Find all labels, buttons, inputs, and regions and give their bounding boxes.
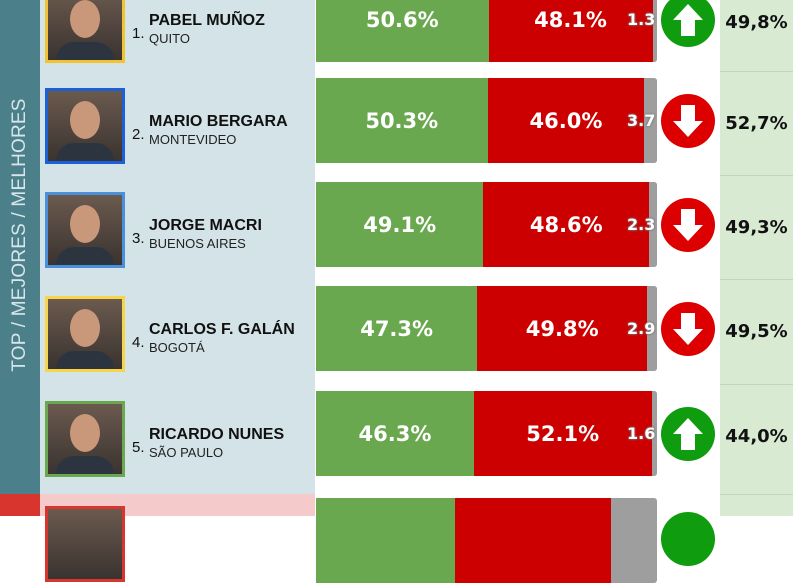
sidebar-strip: TOP / MEJORES / MELHORES	[0, 0, 40, 494]
approve-segment	[316, 498, 455, 583]
divider	[720, 71, 793, 72]
divider	[720, 384, 793, 385]
approval-bar	[316, 498, 657, 583]
arrow-down-icon	[661, 94, 715, 148]
divider	[720, 279, 793, 280]
arrow-down-icon	[661, 302, 715, 356]
city: SÃO PAULO	[149, 445, 224, 460]
city: QUITO	[149, 31, 190, 46]
disapprove-segment: 48.6%	[483, 182, 650, 267]
photo	[45, 192, 125, 268]
mayor-name: PABEL MUÑOZ	[149, 12, 265, 29]
previous-value: 52,7%	[725, 113, 788, 134]
approve-value: 46.3%	[358, 421, 432, 446]
divider	[720, 494, 793, 495]
mayor-name: RICARDO NUNES	[149, 426, 285, 443]
sidebar-strip-bottom	[0, 494, 40, 516]
disapprove-segment: 46.0%	[487, 78, 645, 163]
disapprove-segment: 48.1%	[488, 0, 653, 62]
approve-segment: 50.3%	[316, 78, 488, 163]
undecided-value: 1.6	[627, 424, 656, 443]
undecided-segment	[649, 182, 657, 267]
arrow-down-icon	[661, 198, 715, 252]
sidebar-label: TOP / MEJORES / MELHORES	[9, 98, 30, 372]
arrow-up-icon	[661, 0, 715, 47]
disapprove-segment	[455, 498, 611, 583]
approve-segment: 50.6%	[316, 0, 489, 62]
rank: 1.	[132, 25, 145, 42]
previous-value: 44,0%	[725, 426, 788, 447]
arrow-up-icon	[661, 407, 715, 461]
approve-segment: 46.3%	[316, 391, 474, 476]
approval-bar: 46.3% 52.1%	[316, 391, 657, 476]
photo	[45, 506, 125, 582]
previous-value: 49,3%	[725, 217, 788, 238]
disapprove-segment: 49.8%	[477, 286, 648, 371]
disapprove-value: 49.8%	[525, 316, 599, 341]
undecided-segment	[652, 0, 657, 62]
divider	[720, 175, 793, 176]
approval-bar: 47.3% 49.8%	[316, 286, 657, 371]
photo	[45, 0, 125, 63]
previous-value: 49,8%	[725, 12, 788, 33]
photo	[45, 401, 125, 477]
rank: 5.	[132, 439, 145, 456]
undecided-value: 2.3	[627, 215, 656, 234]
city: BOGOTÁ	[149, 340, 205, 355]
city: MONTEVIDEO	[149, 132, 237, 147]
undecided-value: 1.3	[627, 10, 656, 29]
photo	[45, 88, 125, 164]
approve-segment: 49.1%	[316, 182, 484, 267]
disapprove-value: 48.1%	[534, 7, 607, 32]
previous-column	[720, 0, 793, 516]
mayor-name: JORGE MACRI	[149, 217, 262, 234]
city: BUENOS AIRES	[149, 236, 246, 251]
rank: 3.	[132, 230, 145, 247]
approve-value: 50.3%	[365, 108, 439, 133]
rank: 4.	[132, 334, 145, 351]
rank: 2.	[132, 126, 145, 143]
arrow-up-icon	[661, 512, 715, 566]
approve-value: 49.1%	[363, 212, 437, 237]
photo	[45, 296, 125, 372]
approve-value: 47.3%	[360, 316, 434, 341]
disapprove-value: 48.6%	[529, 212, 603, 237]
approval-bar: 49.1% 48.6%	[316, 182, 657, 267]
mayor-name: CARLOS F. GALÁN	[149, 321, 295, 338]
undecided-value: 2.9	[627, 319, 656, 338]
undecided-segment	[647, 286, 657, 371]
approve-value: 50.6%	[365, 7, 439, 32]
mayor-name: MARIO BERGARA	[149, 113, 288, 130]
undecided-segment	[644, 78, 657, 163]
undecided-value: 3.7	[627, 111, 656, 130]
disapprove-segment: 52.1%	[473, 391, 652, 476]
approve-segment: 47.3%	[316, 286, 478, 371]
approval-bar: 50.6% 48.1%	[316, 0, 657, 62]
approval-bar: 50.3% 46.0%	[316, 78, 657, 163]
undecided-segment	[651, 391, 657, 476]
disapprove-value: 52.1%	[526, 421, 600, 446]
disapprove-value: 46.0%	[529, 108, 603, 133]
previous-value: 49,5%	[725, 321, 788, 342]
